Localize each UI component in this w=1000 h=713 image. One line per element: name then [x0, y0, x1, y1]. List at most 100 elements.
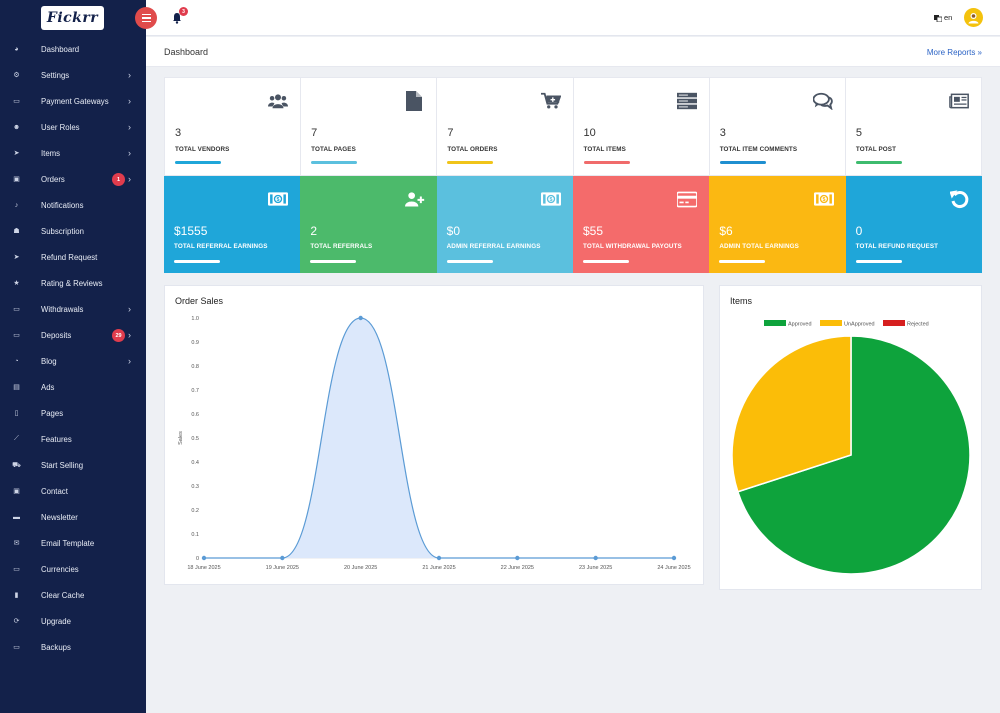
sidebar-item-newsletter[interactable]: ▬ Newsletter — [0, 504, 146, 530]
chevron-right-icon: › — [128, 122, 131, 132]
sidebar-item-orders[interactable]: ▣ Orders 1 › — [0, 166, 146, 192]
stat-value: $1555 — [174, 224, 208, 238]
language-selector[interactable]: en — [934, 13, 952, 22]
stat-card-total-referrals[interactable]: 2 TOTAL REFERRALS — [300, 176, 437, 273]
bell-icon[interactable] — [172, 11, 182, 24]
x-tick-label: 18 June 2025 — [187, 565, 220, 571]
sidebar-item-label: Contact — [41, 486, 68, 496]
stat-value: 2 — [310, 224, 318, 238]
sales-point — [671, 555, 677, 561]
x-tick-label: 19 June 2025 — [266, 565, 299, 571]
stat-underline — [719, 260, 766, 263]
sidebar-item-subscription[interactable]: ☗ Subscription — [0, 218, 146, 244]
sidebar-item-blog[interactable]: ◔ Blog › — [0, 348, 146, 374]
stat-underline — [311, 161, 358, 164]
sidebar-item-features[interactable]: ⟋ Features — [0, 426, 146, 452]
sidebar-item-currencies[interactable]: ▭ Currencies — [0, 556, 146, 582]
y-axis-label: Sales — [178, 431, 184, 445]
menu-toggle-button[interactable] — [135, 7, 157, 29]
svg-text:$: $ — [822, 197, 825, 203]
stat-underline — [855, 161, 902, 164]
sidebar-item-label: Email Template — [41, 538, 95, 548]
money-icon: ▭ — [13, 306, 20, 313]
stat-label: TOTAL WITHDRAWAL PAYOUTS — [582, 243, 682, 250]
x-tick-label: 21 June 2025 — [422, 565, 455, 571]
sidebar-item-settings[interactable]: ⚙ Settings › — [0, 62, 146, 88]
app-logo[interactable]: Fickrr — [41, 6, 104, 30]
stat-underline — [719, 161, 766, 164]
paper-plane-icon: ➤ — [13, 150, 20, 157]
stat-card-total-orders[interactable]: 7 TOTAL ORDERS — [437, 78, 574, 175]
sidebar-menu: ◕ Dashboard ⚙ Settings › ▭ Payment Gateways › ☻ U… — [0, 36, 146, 660]
sidebar-item-dashboard[interactable]: ◕ Dashboard — [0, 36, 146, 62]
stat-card-total-items[interactable]: 10 TOTAL ITEMS — [573, 78, 710, 175]
money-icon: $ — [268, 190, 289, 208]
hamburger-line — [141, 13, 151, 16]
stat-card-total-item-comments[interactable]: 3 TOTAL ITEM COMMENTS — [709, 78, 846, 175]
sales-point — [280, 555, 285, 561]
language-icon — [934, 14, 942, 22]
stat-card-total-pages[interactable]: 7 TOTAL PAGES — [301, 78, 438, 175]
pie-slice-unapproved — [731, 335, 852, 493]
user-icon: ☗ — [13, 228, 20, 235]
stat-label: TOTAL ORDERS — [447, 146, 498, 153]
sidebar-item-clear-cache[interactable]: ▮ Clear Cache — [0, 582, 146, 608]
stat-card-total-withdrawal-payouts[interactable]: $55 TOTAL WITHDRAWAL PAYOUTS — [572, 176, 710, 273]
sales-area — [204, 318, 674, 558]
more-reports-link[interactable]: More Reports » — [926, 48, 982, 57]
file-icon: ▯ — [14, 410, 19, 417]
sidebar-item-backups[interactable]: ▭ Backups — [0, 634, 146, 660]
credit-card-icon — [677, 190, 698, 208]
y-tick-label: 0 — [196, 556, 199, 562]
money-icon: $ — [813, 190, 834, 208]
stat-card-admin-referral-earnings[interactable]: $ $0 ADMIN REFERRAL EARNINGS — [436, 176, 573, 273]
y-tick-label: 0.7 — [191, 388, 199, 394]
magic-wand-icon: ⟋ — [14, 435, 19, 442]
sidebar-item-contact[interactable]: ▣ Contact — [0, 478, 146, 504]
sidebar-item-payment-gateways[interactable]: ▭ Payment Gateways › — [0, 88, 146, 114]
sidebar-item-deposits[interactable]: ▭ Deposits 29 › — [0, 322, 146, 348]
sidebar-item-label: Payment Gateways — [41, 96, 109, 106]
dashboard-icon: ◕ — [14, 45, 19, 53]
sidebar-item-email-template[interactable]: ✉ Email Template — [0, 530, 146, 556]
sidebar: Fickrr ◕ Dashboard ⚙ Settings › ▭ Payment Gate… — [0, 0, 146, 713]
bell-icon: ♪ — [14, 201, 19, 209]
stat-value: $6 — [719, 224, 733, 238]
sales-point — [515, 555, 520, 561]
sidebar-item-upgrade[interactable]: ⟳ Upgrade — [0, 608, 146, 634]
sidebar-item-rating-reviews[interactable]: ★ Rating & Reviews — [0, 270, 146, 296]
pie-slice-approved — [736, 335, 971, 575]
user-avatar[interactable] — [964, 8, 983, 27]
chevron-right-icon: › — [128, 304, 131, 314]
stat-label: TOTAL REFERRAL EARNINGS — [174, 243, 268, 250]
sidebar-item-refund-request[interactable]: ➤ Refund Request — [0, 244, 146, 270]
sidebar-item-start-selling[interactable]: ⛟ Start Selling — [0, 452, 146, 478]
sidebar-item-notifications[interactable]: ♪ Notifications — [0, 192, 146, 218]
count-badge: 1 — [112, 173, 125, 186]
cart-icon: ⛟ — [12, 461, 21, 469]
items-panel: Items Approved UnApproved Rejected — [719, 285, 982, 590]
stat-label: TOTAL ITEM COMMENTS — [719, 146, 798, 153]
legend-swatch — [820, 320, 842, 326]
sidebar-item-pages[interactable]: ▯ Pages — [0, 400, 146, 426]
stat-card-total-referral-earnings[interactable]: $ $1555 TOTAL REFERRAL EARNINGS — [164, 176, 301, 273]
stat-card-total-vendors[interactable]: 3 TOTAL VENDORS — [165, 78, 302, 175]
sidebar-item-items[interactable]: ➤ Items › — [0, 140, 146, 166]
stat-label: TOTAL PAGES — [311, 146, 356, 153]
money-icon: ▭ — [13, 98, 20, 105]
sidebar-item-label: Subscription — [41, 226, 84, 236]
sidebar-item-label: Ads — [41, 382, 55, 392]
sidebar-item-label: Backups — [41, 642, 71, 652]
comments-icon — [812, 92, 833, 110]
page-header: Dashboard More Reports » — [146, 37, 1000, 67]
stat-card-admin-total-earnings[interactable]: $ $6 ADMIN TOTAL EARNINGS — [709, 176, 846, 273]
user-plus-icon — [404, 190, 425, 208]
sidebar-item-user-roles[interactable]: ☻ User Roles › — [0, 114, 146, 140]
page-title: Dashboard — [164, 47, 209, 57]
stat-card-total-refund-request[interactable]: 0 TOTAL REFUND REQUEST — [845, 176, 982, 273]
sidebar-item-withdrawals[interactable]: ▭ Withdrawals › — [0, 296, 146, 322]
newspaper-icon — [949, 92, 969, 110]
envelope-icon: ✉ — [13, 540, 20, 547]
sidebar-item-ads[interactable]: ▤ Ads — [0, 374, 146, 400]
stat-card-total-post[interactable]: 5 TOTAL POST — [845, 78, 983, 175]
